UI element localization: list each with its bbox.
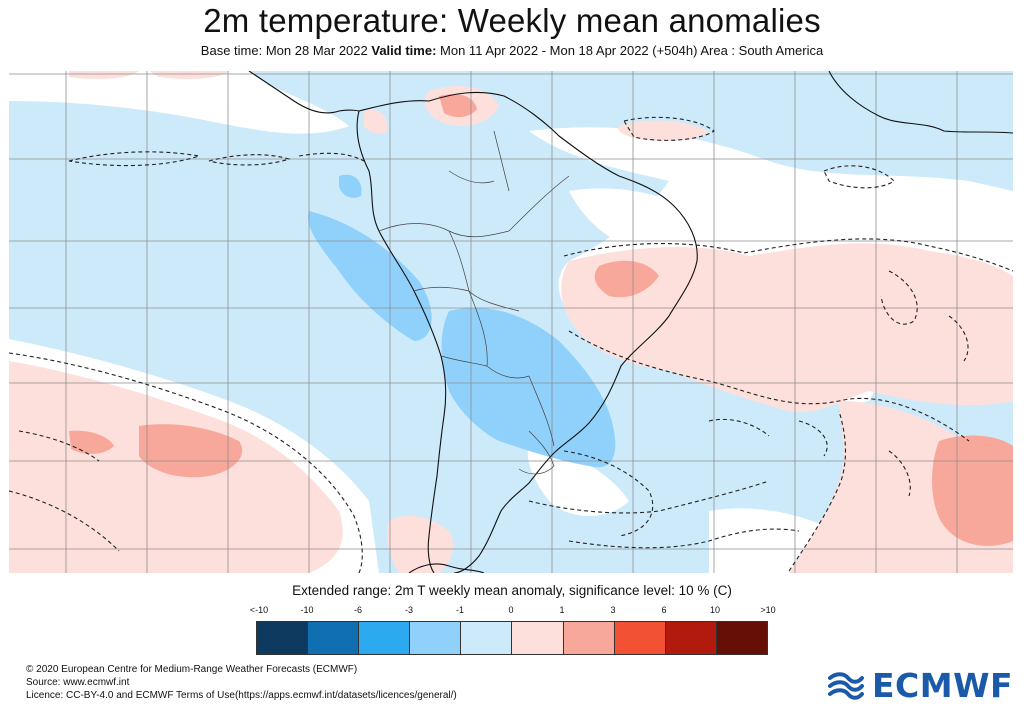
graticule: [9, 71, 1013, 573]
legend-tick-5: 0: [508, 605, 514, 615]
source-line: Source: www.ecmwf.int: [26, 677, 130, 688]
coastline: [248, 71, 1013, 573]
legend-tick-6: 1: [559, 605, 565, 615]
chart-title: 2m temperature: Weekly mean anomalies: [203, 2, 821, 39]
legend-tick-1: -10: [300, 605, 314, 615]
copyright-line: © 2020 European Centre for Medium-Range …: [26, 664, 358, 675]
warm-anomaly-strong: [69, 94, 1013, 546]
legend-swatch: [665, 622, 717, 654]
legend-swatch: [512, 622, 564, 654]
legend-colorbar: [256, 621, 768, 655]
anomaly-map: [9, 71, 1013, 573]
significance-contours: [9, 116, 1013, 573]
licence-line: Licence: CC-BY-4.0 and ECMWF Terms of Us…: [26, 690, 457, 701]
legend-tick-8: 6: [661, 605, 667, 615]
legend-tick-3: -3: [404, 605, 414, 615]
legend-tick-2: -6: [353, 605, 363, 615]
legend-tick-7: 3: [610, 605, 616, 615]
base-time-value: Mon 28 Mar 2022: [265, 43, 368, 58]
ecmwf-globe-icon: [828, 672, 864, 700]
footer-credits: © 2020 European Centre for Medium-Range …: [26, 663, 457, 702]
legend-ticks: <-10 -10 -6 -3 -1 0 1 3 6 10 >10: [230, 605, 790, 619]
legend-swatch: [614, 622, 666, 654]
legend-swatch: [308, 622, 360, 654]
legend-tick-4: -1: [455, 605, 465, 615]
legend-tick-9: 10: [709, 605, 721, 615]
legend-swatch: [410, 622, 462, 654]
legend-swatch: [716, 622, 767, 654]
valid-time-label: Valid time:: [371, 43, 437, 58]
ecmwf-logo-text: ECMWF: [872, 665, 1014, 705]
legend-swatch: [257, 622, 309, 654]
cold-anomaly: [308, 174, 616, 468]
area-label: Area :: [700, 43, 736, 58]
legend-swatch: [359, 622, 411, 654]
legend-title: Extended range: 2m T weekly mean anomaly…: [292, 583, 732, 598]
legend-tick-10: >10: [760, 605, 776, 615]
valid-time-value: Mon 11 Apr 2022 - Mon 18 Apr 2022 (+504h…: [440, 43, 698, 58]
chart-subtitle: Base time: Mon 28 Mar 2022 Valid time: M…: [0, 43, 1024, 58]
legend-swatch: [461, 622, 513, 654]
ecmwf-logo: ECMWF: [826, 665, 1014, 705]
area-value: South America: [738, 43, 824, 58]
base-time-label: Base time:: [200, 43, 263, 58]
legend-tick-0: <-10: [249, 605, 269, 615]
country-borders: [378, 130, 570, 475]
legend-swatch: [563, 622, 615, 654]
